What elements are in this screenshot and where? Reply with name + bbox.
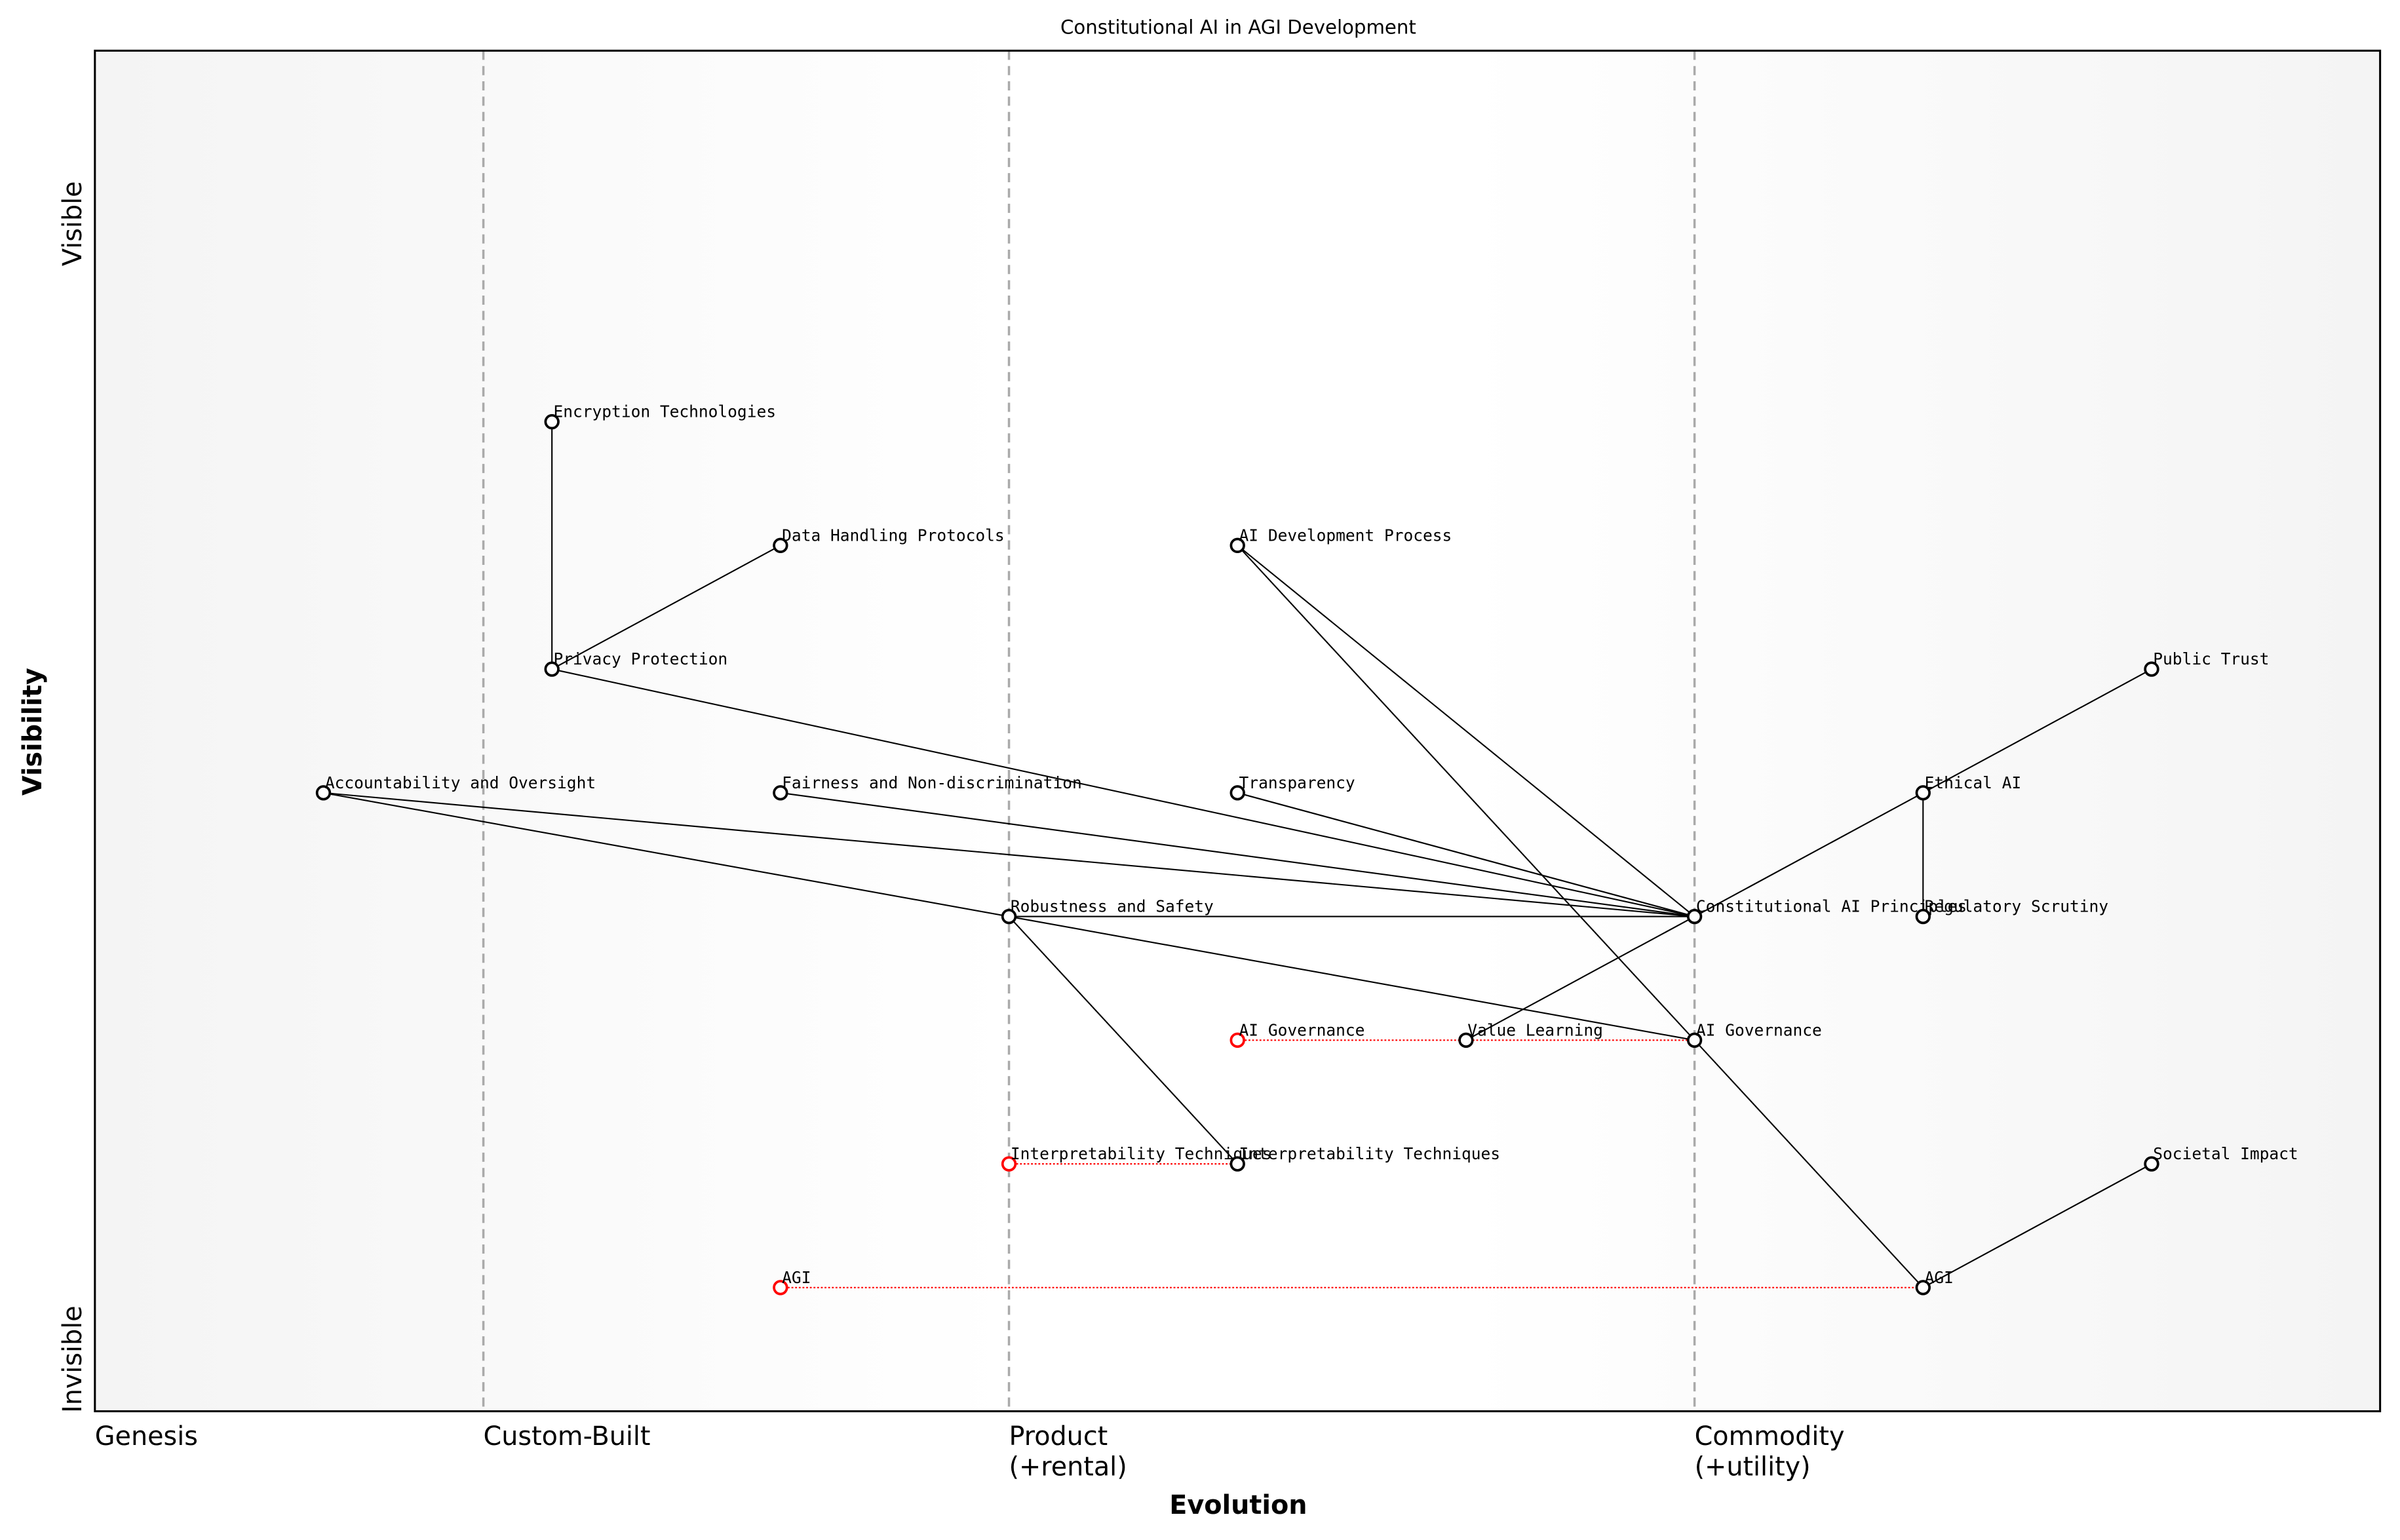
- component-label: AGI: [1925, 1268, 1954, 1287]
- component-node: [773, 785, 788, 801]
- stage-label: Product: [1009, 1421, 1108, 1452]
- y-tick-visible: Visible: [58, 181, 88, 266]
- component-node: [1915, 1280, 1931, 1296]
- component-node: [773, 537, 788, 554]
- component-label: AI Governance: [1239, 1020, 1365, 1039]
- plot-frame: [94, 49, 2382, 1413]
- component-node: [544, 414, 560, 430]
- stage-label: Commodity: [1695, 1421, 1845, 1452]
- component-label: Accountability and Oversight: [325, 773, 596, 792]
- component-label: AI Development Process: [1239, 526, 1452, 545]
- x-axis-label: Evolution: [1169, 1490, 1307, 1520]
- component-label: Societal Impact: [2153, 1144, 2298, 1163]
- plot-background: [94, 50, 2380, 1412]
- dependency-edge: [323, 792, 1695, 917]
- stage-label: Custom-Built: [484, 1421, 651, 1452]
- dependency-edge: [1465, 915, 1695, 1041]
- dependency-edge: [1922, 668, 2152, 794]
- component-node: [544, 661, 560, 677]
- component-label: Robustness and Safety: [1011, 897, 1214, 916]
- component-label: Regulatory Scrutiny: [1925, 897, 2108, 916]
- component-node: [1686, 1032, 1703, 1048]
- stage-label: Genesis: [95, 1421, 198, 1452]
- component-label: Transparency: [1239, 773, 1355, 792]
- chart-title: Constitutional AI in AGI Development: [1060, 16, 1416, 39]
- component-label: Data Handling Protocols: [782, 526, 1004, 545]
- component-node: [1686, 908, 1703, 925]
- y-tick-invisible: Invisible: [58, 1305, 88, 1413]
- component-label: AGI: [782, 1268, 811, 1287]
- component-label: Interpretability Techniques: [1011, 1144, 1272, 1163]
- dependency-edge: [780, 792, 1695, 917]
- component-node: [1229, 785, 1245, 801]
- stage-sublabel: (+utility): [1695, 1452, 1811, 1482]
- component-node: [1229, 1032, 1245, 1048]
- stage-sublabel: (+rental): [1009, 1452, 1127, 1482]
- component-label: Ethical AI: [1925, 773, 2022, 792]
- component-label: Fairness and Non-discrimination: [782, 773, 1082, 792]
- component-node: [1229, 537, 1245, 554]
- component-label: Public Trust: [2153, 649, 2269, 668]
- dependency-edge: [1008, 915, 1238, 1165]
- component-label: Interpretability Techniques: [1239, 1144, 1501, 1163]
- component-node: [773, 1280, 788, 1296]
- component-node: [1001, 1156, 1017, 1172]
- component-label: Value Learning: [1467, 1020, 1603, 1039]
- dependency-edge: [1009, 915, 1695, 1041]
- component-node: [2144, 661, 2159, 677]
- dependency-edge: [1694, 792, 1924, 917]
- dependency-edge: [1922, 1163, 2152, 1288]
- dependency-edge: [551, 545, 781, 670]
- component-node: [1915, 785, 1931, 801]
- dependency-edge: [1237, 545, 1695, 917]
- component-node: [315, 785, 332, 801]
- component-node: [1229, 1156, 1245, 1172]
- component-node: [1915, 908, 1931, 925]
- dependency-edge: [1237, 792, 1695, 917]
- dependency-edge: [323, 792, 1009, 917]
- component-node: [1001, 908, 1017, 925]
- dependency-edge: [551, 668, 1695, 917]
- component-node: [1458, 1032, 1474, 1048]
- y-axis-label: Visibility: [18, 668, 48, 796]
- component-label: Encryption Technologies: [554, 402, 776, 421]
- component-label: AI Governance: [1696, 1020, 1822, 1039]
- component-label: Privacy Protection: [554, 649, 728, 668]
- component-node: [2144, 1156, 2159, 1172]
- dependency-edge: [1694, 1039, 1924, 1288]
